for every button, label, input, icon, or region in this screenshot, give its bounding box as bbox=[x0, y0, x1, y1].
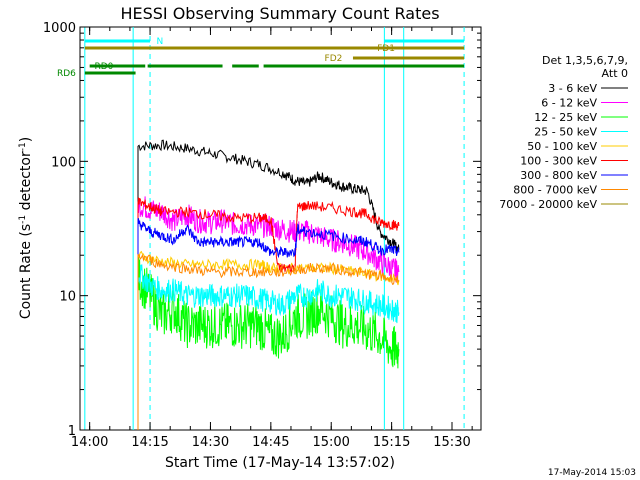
plot-area: N FD1 FD2 RD0 RD6 bbox=[57, 26, 482, 431]
x-tick-label-1: 14:15 bbox=[131, 435, 168, 450]
y-axis-label-sup1: -1 bbox=[18, 215, 28, 224]
legend-label-0: 3 - 6 keV bbox=[548, 82, 597, 95]
y-axis-label-sup2: -1 bbox=[18, 142, 28, 151]
legend-title-2: Att 0 bbox=[602, 67, 628, 80]
legend-title-1: Det 1,3,5,6,7,9, bbox=[542, 54, 628, 67]
legend-label-4: 50 - 100 keV bbox=[527, 140, 597, 153]
legend-label-8: 7000 - 20000 keV bbox=[499, 198, 597, 211]
y-tick-label-0: 1 bbox=[68, 424, 76, 439]
y-axis-label-mid: detector bbox=[18, 151, 34, 215]
x-tick-label-6: 15:30 bbox=[433, 435, 470, 450]
state-bar-label-fd2: FD2 bbox=[325, 54, 343, 64]
series-line-5 bbox=[137, 197, 400, 430]
y-tick-label-2: 100 bbox=[51, 155, 76, 170]
series-line-1 bbox=[137, 196, 400, 430]
x-tick-label-4: 15:00 bbox=[312, 435, 349, 450]
legend-label-5: 100 - 300 keV bbox=[520, 155, 597, 168]
legend-label-6: 300 - 800 keV bbox=[520, 169, 597, 182]
series-line-7 bbox=[137, 253, 400, 430]
chart-title: HESSI Observing Summary Count Rates bbox=[120, 4, 439, 23]
state-bar-label-n: N bbox=[156, 37, 163, 47]
plot-frame bbox=[79, 26, 482, 431]
legend-label-1: 6 - 12 keV bbox=[541, 97, 597, 110]
x-tick-label-2: 14:30 bbox=[192, 435, 229, 450]
state-bar-label-rd0: RD0 bbox=[94, 62, 113, 72]
y-axis: 1 10 100 1000 bbox=[43, 21, 481, 439]
series-line-6 bbox=[137, 218, 400, 430]
state-bar-label-fd1: FD1 bbox=[377, 44, 395, 54]
x-tick-label-3: 14:45 bbox=[252, 435, 289, 450]
footer-timestamp: 17-May-2014 15:03 bbox=[548, 468, 636, 478]
y-axis-label-prefix: Count Rate (s bbox=[18, 224, 34, 319]
legend-label-3: 25 - 50 keV bbox=[534, 126, 597, 139]
series-line-3 bbox=[137, 264, 400, 430]
legend: Det 1,3,5,6,7,9, Att 0 3 - 6 keV 6 - 12 k… bbox=[499, 54, 628, 211]
y-axis-label-suffix: ) bbox=[18, 137, 34, 142]
y-tick-label-1: 10 bbox=[59, 290, 76, 305]
legend-label-2: 12 - 25 keV bbox=[534, 111, 597, 124]
state-bar-label-rd6: RD6 bbox=[57, 69, 76, 79]
x-axis: 14:00 14:15 14:30 14:45 15:00 15:15 15:30 bbox=[71, 27, 473, 450]
series-line-2 bbox=[137, 255, 400, 430]
x-tick-label-0: 14:00 bbox=[71, 435, 108, 450]
series-line-4 bbox=[137, 250, 400, 430]
x-tick-label-5: 15:15 bbox=[373, 435, 410, 450]
x-axis-label: Start Time (17-May-14 13:57:02) bbox=[165, 455, 395, 471]
y-tick-label-3: 1000 bbox=[43, 21, 76, 36]
legend-label-7: 800 - 7000 keV bbox=[513, 184, 597, 197]
y-axis-label: Count Rate (s-1 detector-1) bbox=[18, 137, 34, 319]
series-line-0 bbox=[137, 139, 400, 430]
